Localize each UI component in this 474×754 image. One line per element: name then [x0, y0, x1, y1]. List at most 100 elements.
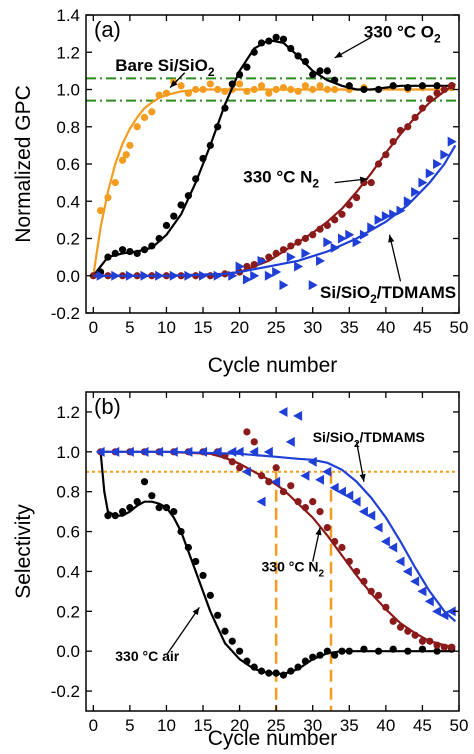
- data-point: [366, 510, 376, 521]
- series-2: [95, 406, 457, 623]
- x-tick-label: 40: [376, 716, 395, 735]
- data-point: [315, 474, 325, 485]
- data-point: [206, 80, 214, 88]
- y-tick-label: 1.2: [56, 43, 80, 62]
- y-tick-label: 0.2: [56, 602, 80, 621]
- annotation-tail: /TDMAMS: [377, 283, 456, 302]
- series-group: [95, 406, 457, 679]
- y-tick-label: 0.4: [56, 562, 80, 581]
- x-tick-label: 5: [125, 318, 134, 337]
- data-point: [433, 159, 443, 169]
- arrow-head: [334, 51, 343, 58]
- arrow-shaft: [165, 606, 200, 656]
- y-tick-label: 1.2: [56, 403, 80, 422]
- data-point: [337, 233, 347, 244]
- series-3: [93, 136, 457, 291]
- data-point: [388, 542, 398, 553]
- data-point: [118, 246, 127, 254]
- x-tick-label: 50: [450, 716, 469, 735]
- annotation-subscript: 2: [370, 292, 377, 306]
- fit-line: [100, 450, 456, 649]
- arrow-shaft: [388, 234, 402, 282]
- data-point: [329, 482, 339, 493]
- annotation-subscript: 2: [208, 65, 215, 79]
- data-point: [140, 113, 149, 122]
- annotation-1: 330 °C O2: [364, 22, 441, 45]
- x-axis: 0 5 10 15 20 25 30 35 40 45 50: [89, 392, 469, 735]
- annotation-text: Si/SiO: [320, 283, 370, 302]
- annotation-subscript: 2: [312, 177, 319, 191]
- data-point: [351, 496, 361, 507]
- data-point: [126, 141, 134, 149]
- data-point: [307, 456, 317, 467]
- x-tick-label: 0: [89, 318, 98, 337]
- x-axis: 0 5 10 15 20 25 30 35 40 45 50: [89, 15, 469, 337]
- data-point: [199, 270, 209, 281]
- x-tick-label: 50: [450, 318, 469, 337]
- annotation-2: 330 °C air: [115, 648, 180, 664]
- data-point: [221, 627, 229, 635]
- data-point: [425, 168, 435, 179]
- x-tick-label: 20: [230, 716, 249, 735]
- data-point: [382, 603, 390, 611]
- data-point: [447, 136, 457, 147]
- data-point: [336, 486, 346, 497]
- data-point: [148, 492, 156, 500]
- arrow-head: [192, 607, 200, 616]
- x-tick-label: 25: [267, 318, 286, 337]
- data-point: [133, 123, 141, 131]
- data-point: [162, 221, 171, 230]
- y-tick-label: 0.6: [56, 155, 80, 174]
- data-point: [323, 67, 331, 75]
- y-axis-label: Normalized GPC: [12, 85, 35, 243]
- y-tick-label: -0.2: [51, 304, 80, 323]
- data-point: [235, 647, 244, 655]
- data-point: [367, 222, 377, 233]
- data-point: [250, 438, 258, 446]
- data-point: [140, 478, 149, 486]
- data-point: [417, 586, 427, 597]
- x-tick-label: 5: [125, 716, 134, 735]
- arrow-head: [388, 234, 395, 243]
- data-point: [424, 596, 434, 607]
- data-point: [279, 280, 289, 291]
- data-point: [192, 557, 200, 566]
- data-point: [410, 576, 420, 587]
- data-point: [122, 151, 130, 159]
- data-point: [293, 410, 303, 421]
- x-tick-label: 15: [194, 716, 213, 735]
- x-tick-label: 35: [340, 716, 359, 735]
- data-point: [118, 156, 127, 164]
- x-tick-label: 35: [340, 318, 359, 337]
- annotation-text: 330 °C N: [262, 558, 319, 574]
- fit-line: [93, 144, 457, 277]
- data-point: [316, 508, 324, 516]
- x-tick-label: 10: [157, 716, 176, 735]
- reference-lines: [86, 470, 459, 711]
- chart-panel-a: 0 5 10 15 20 25 30 35 40 45 50 -0.2 0.0 0.2 0.4 0.6 0.8 1…: [12, 6, 468, 377]
- data-point: [367, 179, 375, 187]
- data-point: [235, 261, 245, 272]
- data-point: [373, 522, 383, 533]
- data-point: [316, 255, 326, 266]
- data-point: [279, 35, 288, 43]
- data-point: [206, 591, 214, 599]
- data-point: [301, 82, 310, 90]
- fit-line: [92, 38, 452, 277]
- data-point: [316, 82, 324, 90]
- data-point: [278, 406, 288, 417]
- data-point: [294, 498, 302, 506]
- x-tick-label: 25: [267, 716, 286, 735]
- data-point: [374, 591, 383, 599]
- y-tick-label: 0.0: [56, 642, 80, 661]
- arrow-head: [359, 176, 368, 183]
- data-point: [264, 270, 274, 281]
- data-point: [256, 496, 266, 507]
- x-tick-label: 30: [303, 716, 322, 735]
- arrow-head: [359, 473, 366, 482]
- x-tick-label: 10: [157, 318, 176, 337]
- y-axis-label: Selectivity: [12, 504, 35, 599]
- data-point: [235, 80, 244, 88]
